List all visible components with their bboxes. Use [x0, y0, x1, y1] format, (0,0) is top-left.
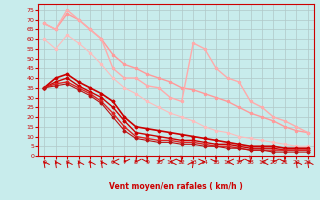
X-axis label: Vent moyen/en rafales ( km/h ): Vent moyen/en rafales ( km/h ): [109, 182, 243, 191]
